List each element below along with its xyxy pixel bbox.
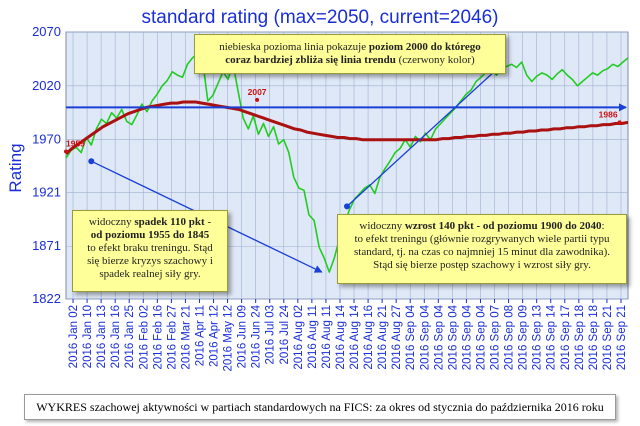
annotation-right-line3: standard, tj. na czas co najmniej 15 min… (354, 246, 610, 258)
annotation-right: widoczny wzrost 140 pkt - od poziomu 190… (337, 214, 627, 284)
x-tick-label: 2016 Sep 09 (518, 305, 530, 370)
series-line-trend (65, 100, 629, 155)
annotation-left-line4: się bierze kryzys szachowy i (87, 255, 213, 267)
x-tick-label: 2016 Sep 21 (602, 305, 614, 370)
x-tick-label: 2016 Jan 13 (96, 305, 108, 368)
x-tick-label: 2016 Sep 17 (560, 305, 572, 370)
annotation-right-text: widoczny (359, 220, 405, 232)
x-tick-label: 2016 Aug 16 (363, 305, 375, 370)
annotation-left-range: od poziomu 1955 do 1845 (90, 229, 210, 241)
y-axis-label: Rating (6, 143, 25, 192)
x-tick-label: 2016 Sep 04 (461, 304, 473, 370)
y-tick-label: 1822 (32, 291, 61, 306)
x-tick-label: 2016 Sep 21 (616, 305, 628, 370)
trend-point-label: 1986 (599, 109, 618, 119)
x-tick-label: 2016 Jan 02 (68, 305, 80, 368)
x-tick-label: 2016 Apr 11 (194, 305, 206, 366)
annotation-top: niebieska pozioma linia pokazuje poziom … (194, 34, 506, 74)
x-tick-label: 2016 Sep 18 (588, 305, 600, 370)
y-tick-label: 1970 (32, 132, 61, 147)
x-tick-label: 2016 Sep 04 (475, 304, 487, 370)
x-tick-label: 2016 Sep 04 (433, 304, 445, 370)
y-tick-label: 1871 (32, 238, 61, 253)
x-tick-label: 2016 Aug 02 (293, 305, 305, 370)
x-tick-label: 2016 Jun 09 (237, 305, 249, 368)
x-tick-label: 2016 Sep 04 (405, 304, 417, 370)
x-tick-label: 2016 Jun 24 (251, 304, 263, 368)
x-tick-label: 2016 Aug 11 (321, 305, 333, 369)
trend-arrow (346, 66, 500, 207)
trend-point (64, 149, 68, 154)
annotation-left-text: widoczny (88, 216, 135, 228)
x-tick-label: 2016 Jul 24 (279, 304, 291, 364)
x-tick-label: 2016 Sep 07 (490, 305, 502, 370)
annotation-left-dash: - (204, 216, 212, 228)
annotation-right-line4: Stąd się bierze postęp szachowy i wzrost… (373, 259, 591, 271)
x-tick-label: 2016 Sep 13 (532, 305, 544, 370)
x-tick-label: 2016 Aug 21 (377, 305, 389, 370)
annotation-left-line5: spadek realnej siły gry. (99, 268, 201, 280)
x-tick-label: 2016 Feb 02 (138, 305, 150, 370)
trend-point-label: 1959 (66, 139, 85, 149)
chart-caption: WYKRES szachowej aktywności w partiach s… (24, 394, 616, 420)
x-tick-label: 2016 Aug 14 (349, 304, 361, 369)
annotation-left: widoczny spadek 110 pkt - od poziomu 195… (72, 210, 228, 292)
x-tick-label: 2016 Sep 08 (504, 305, 516, 370)
y-tick-label: 2070 (32, 24, 61, 39)
annotation-top-text: niebieska pozioma linia pokazuje (219, 41, 369, 53)
x-tick-label: 2016 Jan 25 (124, 305, 136, 368)
x-tick-label: 2016 Feb 27 (166, 305, 178, 370)
x-tick-label: 2016 Aug 11 (307, 305, 319, 369)
annotation-right-colon: : (601, 220, 605, 232)
annotation-top-highlight: poziom 2000 do którego (368, 41, 481, 53)
trend-point-label: 2007 (248, 87, 267, 97)
x-tick-label: 2016 Sep 14 (546, 304, 558, 370)
x-tick-label: 2016 Aug 14 (335, 304, 347, 369)
y-tick-label: 2020 (32, 78, 61, 93)
x-tick-label: 2016 Aug 27 (391, 305, 403, 370)
trend-point (255, 97, 260, 102)
annotation-right-line2: to efekt treningu (głównie rozgrywanych … (354, 233, 610, 245)
x-tick-label: 2016 Feb 16 (152, 305, 164, 370)
trend-point (617, 120, 622, 125)
x-tick-label: 2016 Sep 04 (447, 304, 459, 370)
annotation-right-highlight: wzrost 140 pkt - od poziomu 1900 do 2040 (404, 220, 602, 232)
x-tick-label: 2016 Jan 10 (82, 305, 94, 368)
x-tick-label: 2016 May 12 (223, 305, 235, 372)
x-tick-label: 2016 Sep 04 (419, 304, 431, 370)
annotation-top-text-2: (czerwony kolor) (395, 54, 475, 66)
x-tick-label: 2016 Jul 03 (265, 305, 277, 364)
x-tick-label: 2016 Mar 21 (180, 305, 192, 370)
x-tick-label: 2016 Apr 12 (209, 305, 221, 367)
chart-title: standard rating (max=2050, current=2046) (142, 7, 499, 28)
y-tick-label: 1921 (32, 184, 61, 199)
annotation-left-line3: to efekt braku treningu. Stąd (87, 242, 213, 254)
x-tick-label: 2016 Sep 18 (574, 305, 586, 370)
annotation-left-highlight: spadek 110 pkt (134, 216, 205, 228)
x-tick-label: 2016 Jan 16 (110, 305, 122, 368)
annotation-top-highlight-2: coraz bardziej zbliża się linia trendu (225, 54, 396, 66)
